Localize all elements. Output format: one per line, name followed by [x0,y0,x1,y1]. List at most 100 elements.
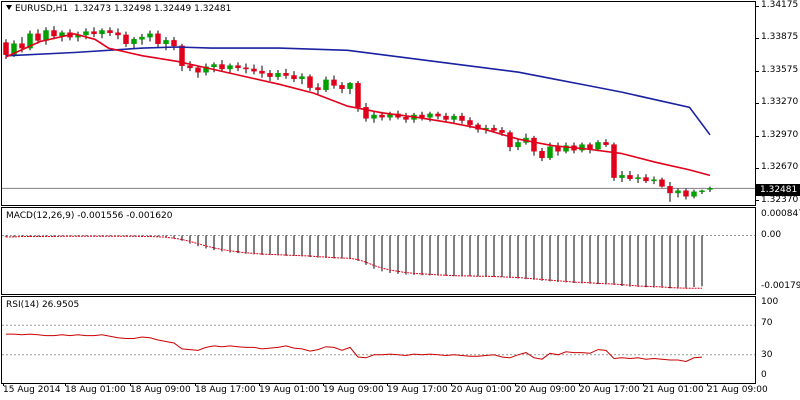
open-value: 1.32473 [73,4,112,14]
macd-signal-line [6,235,702,289]
high-value: 1.32498 [113,4,152,14]
bullish-candle [27,33,33,49]
bearish-candle [35,33,41,41]
bearish-candle [115,32,121,36]
time-axis-label: 21 Aug 01:00 [643,385,704,395]
time-axis-label: 20 Aug 09:00 [515,385,576,395]
macd-axis-label: 0.00 [761,230,782,240]
rsi-pane[interactable]: RSI(14) 26.9505 [1,296,756,384]
rsi-canvas[interactable] [2,297,755,383]
bearish-candle [307,76,313,88]
price-axis-label: 1.32970 [761,130,799,140]
bearish-candle [499,130,505,133]
price-chart-pane[interactable]: EURUSD,H1 1.32473 1.32498 1.32449 1.3248… [1,1,756,206]
macd-label: MACD(12,26,9) -0.001556 -0.001620 [6,211,173,221]
bearish-candle [315,87,321,91]
bearish-candle [643,177,649,182]
bearish-candle [355,82,361,108]
bullish-candle [299,76,305,80]
bearish-candle [267,73,273,77]
time-tick [707,383,708,386]
bearish-candle [171,40,177,47]
bearish-candle [467,120,473,126]
bearish-candle [491,127,497,131]
bullish-candle [635,177,641,179]
bullish-candle [347,82,353,89]
price-axis-label: 1.33875 [761,32,799,42]
time-axis-label: 19 Aug 01:00 [259,385,320,395]
time-axis-label: 15 Aug 2014 [3,385,61,395]
bearish-candle [611,144,617,178]
time-tick [3,383,4,386]
bearish-candle [123,34,129,44]
time-tick [195,383,196,386]
bearish-candle [259,70,265,74]
price-tick [755,38,759,39]
time-tick [130,383,131,386]
rsi-axis-label: 30 [761,350,773,360]
bearish-candle [667,186,673,194]
time-tick [323,383,324,386]
bearish-candle [683,190,689,197]
bearish-candle [459,115,465,121]
bearish-candle [443,115,449,120]
bearish-candle [627,175,633,179]
bullish-candle [163,40,169,44]
bearish-candle [107,30,113,33]
time-tick [65,383,66,386]
bullish-candle [595,142,601,150]
macd-canvas[interactable] [2,208,755,294]
bearish-candle [219,64,225,70]
rsi-line [6,333,703,363]
bullish-candle [691,191,697,197]
price-tick [755,136,759,137]
bullish-candle [323,79,329,91]
bullish-candle [147,33,153,38]
bearish-candle [379,114,385,118]
bearish-candle [19,43,25,49]
bearish-candle [507,132,513,148]
bullish-candle [43,30,49,41]
bullish-candle [83,31,89,36]
time-axis-label: 19 Aug 09:00 [323,385,384,395]
time-tick [643,383,644,386]
bearish-candle [283,73,289,76]
bearish-candle [331,79,337,86]
price-tick [755,168,759,169]
slow-moving-average-line [5,46,711,136]
bullish-candle [99,30,105,35]
time-axis-label: 19 Aug 17:00 [387,385,448,395]
bullish-candle [651,179,657,182]
bullish-candle [675,190,681,194]
bearish-candle [539,150,545,159]
rsi-axis-label: 100 [761,297,779,307]
bullish-candle [579,144,585,151]
bearish-candle [659,179,665,187]
price-axis-label: 1.33270 [761,97,799,107]
bearish-candle [195,67,201,73]
bearish-candle [435,113,441,117]
bearish-candle [179,45,185,66]
bearish-candle [403,116,409,120]
symbol-label: EURUSD,H1 [15,4,69,14]
bullish-candle [707,188,713,190]
bearish-candle [235,65,241,69]
close-value: 1.32481 [194,4,232,14]
macd-axis-label: 0.000847 [761,209,800,219]
bearish-candle [531,137,537,152]
bearish-candle [3,42,9,55]
macd-pane[interactable]: MACD(12,26,9) -0.001556 -0.001620 [1,207,756,295]
bullish-candle [227,65,233,70]
price-chart-canvas[interactable] [2,2,755,205]
bullish-candle [515,142,521,148]
time-tick [515,383,516,386]
bearish-candle [603,142,609,145]
bearish-candle [251,68,257,72]
bullish-candle [275,73,281,77]
time-tick [387,383,388,386]
price-tick [755,200,759,201]
bearish-candle [419,114,425,118]
fast-moving-average-line [5,32,711,177]
time-axis-label: 21 Aug 09:00 [707,385,768,395]
